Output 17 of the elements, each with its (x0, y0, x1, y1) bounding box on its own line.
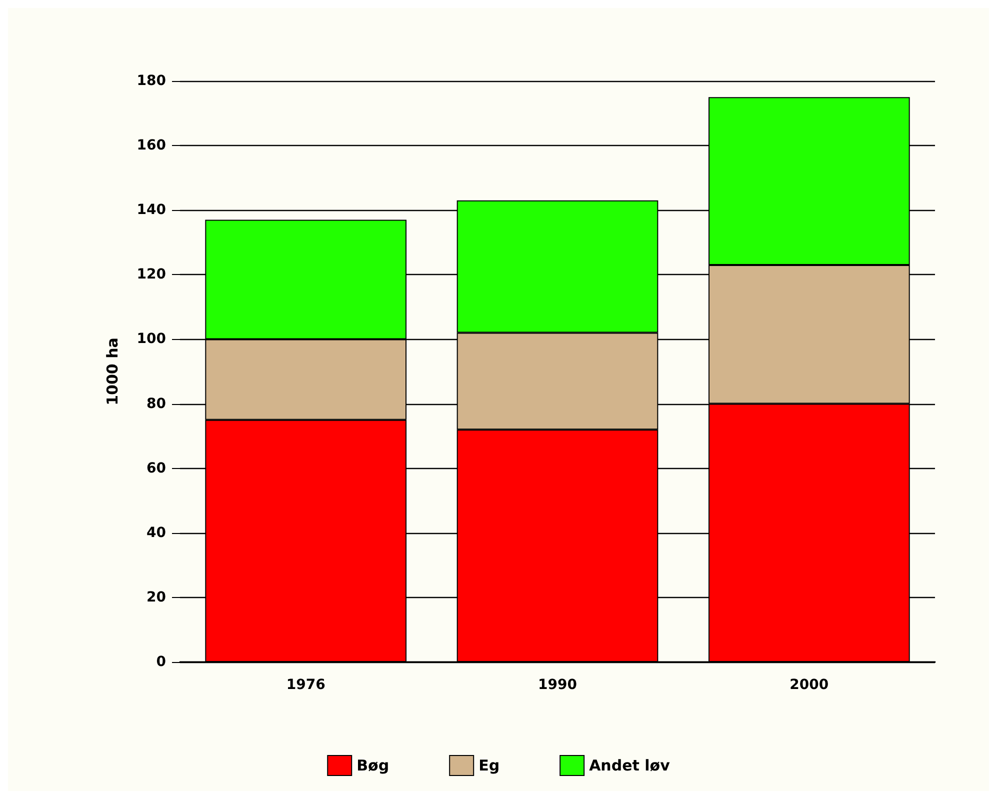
y-tick-label: 120 (136, 266, 166, 283)
legend-label: Bøg (356, 756, 390, 774)
legend-label: Andet løv (589, 756, 670, 774)
x-tick-label: 1990 (538, 677, 578, 693)
y-tick-label: 20 (146, 589, 166, 606)
y-tick-label: 180 (136, 73, 166, 89)
y-tick-label: 140 (136, 202, 166, 218)
y-tick-label: 80 (146, 396, 166, 412)
y-tick-label: 40 (146, 524, 166, 541)
x-tick-label: 1976 (286, 677, 326, 693)
y-tick-label: 160 (136, 138, 166, 154)
x-tick-label: 2000 (790, 677, 829, 693)
y-axis-title: 1000 ha (104, 338, 122, 406)
y-tick-label: 60 (146, 460, 166, 476)
legend-label: Eg (478, 756, 500, 774)
y-tick-label: 100 (136, 331, 166, 348)
y-tick-label: 0 (156, 654, 166, 670)
